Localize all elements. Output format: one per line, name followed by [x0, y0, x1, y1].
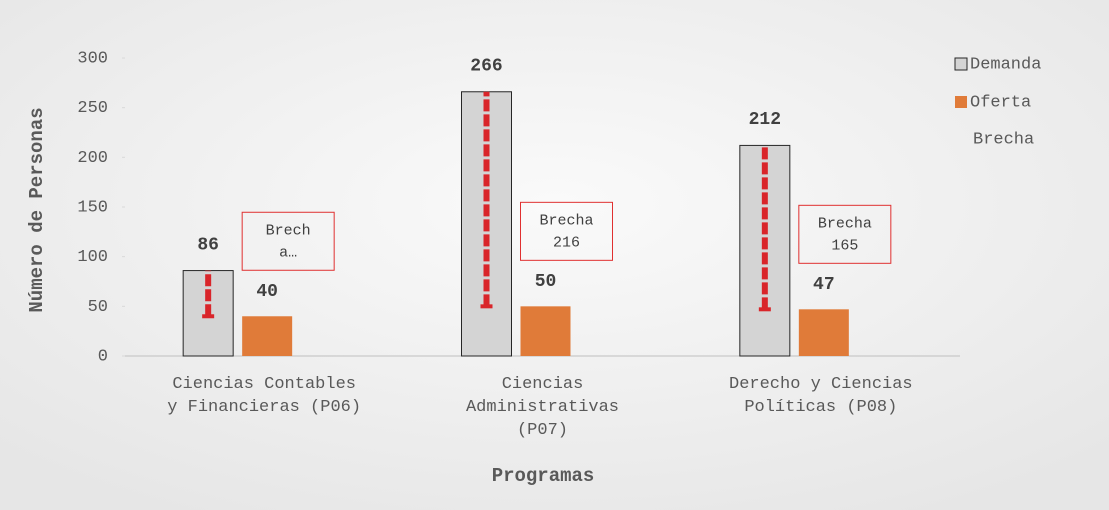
y-tick-label: 300	[77, 49, 108, 68]
x-tick-label: Derecho y Ciencias Políticas (P08)	[729, 375, 913, 417]
gap-label: Brecha 216	[539, 212, 593, 251]
x-tick-label: Ciencias Contables y Financieras (P06)	[167, 375, 361, 417]
legend-swatch	[954, 57, 968, 71]
y-tick-label: 50	[88, 298, 108, 317]
value-label: 40	[256, 282, 278, 302]
x-axis-title: Programas	[492, 465, 595, 487]
gap-label-box	[520, 201, 613, 261]
y-tick-label: 100	[77, 248, 108, 267]
y-tick-label: 250	[77, 99, 108, 118]
value-label: 212	[749, 110, 781, 130]
value-label: 50	[535, 272, 557, 292]
value-label: 47	[813, 275, 835, 295]
gap-label-box	[241, 211, 335, 271]
gap-label: Brech a…	[266, 222, 311, 261]
y-axis-title: Número de Personas	[26, 107, 48, 312]
gap-label: Brecha 165	[818, 215, 872, 254]
legend-label: Demanda	[970, 55, 1041, 74]
bar-oferta	[520, 306, 571, 356]
x-tick-label: Ciencias Administrativas (P07)	[466, 375, 619, 440]
y-tick-label: 200	[77, 149, 108, 168]
y-tick-label: 0	[98, 347, 108, 366]
y-tick-label: 150	[77, 198, 108, 217]
gap-label-box	[798, 204, 892, 264]
legend-label: Oferta	[970, 93, 1031, 112]
bar-oferta	[798, 309, 849, 356]
bar-oferta	[242, 316, 293, 356]
value-label: 86	[197, 235, 219, 255]
bar-demanda	[739, 144, 791, 357]
legend-label: Brecha	[973, 130, 1034, 149]
value-label: 266	[470, 57, 502, 77]
legend-swatch	[955, 96, 967, 108]
